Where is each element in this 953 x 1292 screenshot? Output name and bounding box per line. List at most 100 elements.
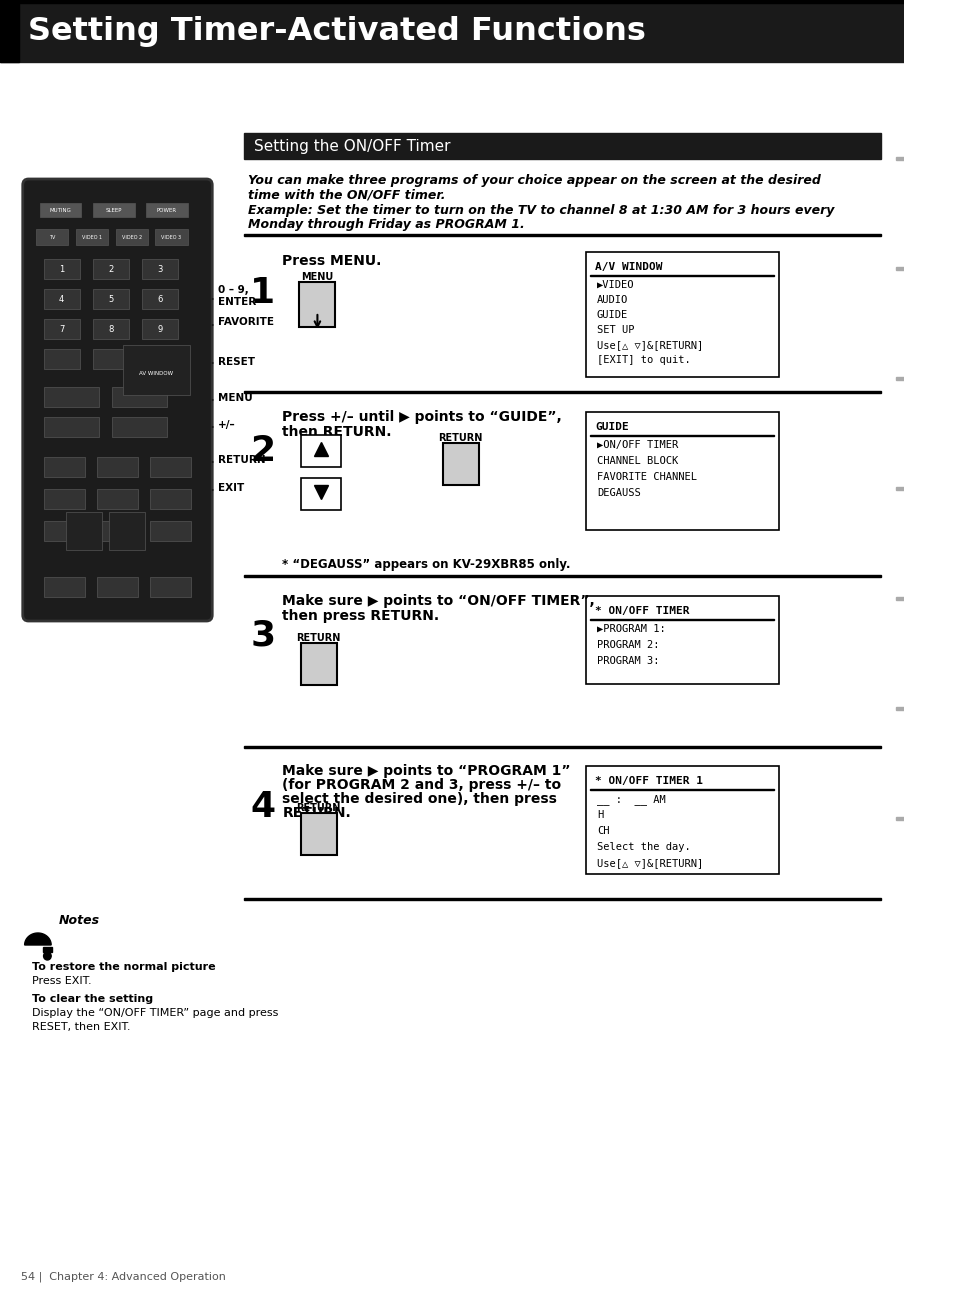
Text: 9: 9 (157, 324, 163, 333)
Text: H: H (597, 810, 602, 820)
Bar (146, 203, 188, 217)
Bar (150, 488, 192, 509)
Text: TV: TV (49, 235, 55, 239)
Bar (244, 133, 881, 159)
Bar (142, 258, 178, 279)
Text: RETURN: RETURN (437, 433, 482, 443)
Text: * “DEGAUSS” appears on KV-29XBR85 only.: * “DEGAUSS” appears on KV-29XBR85 only. (282, 558, 570, 571)
Bar (896, 707, 903, 711)
Text: 3: 3 (250, 618, 275, 652)
Text: You can make three programs of your choice appear on the screen at the desired: You can make three programs of your choi… (248, 174, 821, 187)
Bar (92, 258, 129, 279)
Bar (92, 289, 129, 309)
Bar (150, 521, 192, 541)
Text: 1: 1 (250, 276, 275, 310)
Text: SET UP: SET UP (597, 326, 634, 335)
Text: Monday through Friday as PROGRAM 1.: Monday through Friday as PROGRAM 1. (248, 218, 524, 231)
Bar (44, 388, 98, 407)
Text: Use[△ ▽]&[RETURN]: Use[△ ▽]&[RETURN] (597, 340, 702, 350)
Bar (44, 578, 85, 597)
Bar (43, 947, 52, 952)
Bar (36, 229, 69, 245)
Bar (0, 1267, 903, 1286)
Bar (301, 643, 337, 685)
Bar (896, 377, 903, 380)
Text: RETURN: RETURN (295, 804, 340, 813)
Bar (244, 745, 881, 748)
Text: To restore the normal picture: To restore the normal picture (32, 963, 215, 972)
Bar (443, 443, 479, 484)
Bar (0, 0, 903, 3)
Text: DEGAUSS: DEGAUSS (597, 488, 640, 497)
Text: ▶PROGRAM 1:: ▶PROGRAM 1: (597, 624, 665, 634)
Bar (150, 578, 192, 597)
Text: 54 |  Chapter 4: Advanced Operation: 54 | Chapter 4: Advanced Operation (21, 1273, 226, 1283)
Bar (44, 258, 79, 279)
Bar (896, 817, 903, 820)
Bar (44, 319, 79, 339)
Text: VIDEO 2: VIDEO 2 (122, 235, 142, 239)
Bar (96, 578, 138, 597)
Bar (585, 252, 778, 377)
Text: RETURN: RETURN (295, 633, 340, 643)
Text: Press MENU.: Press MENU. (282, 255, 381, 267)
Text: +/–: +/– (217, 420, 235, 430)
Text: * ON/OFF TIMER 1: * ON/OFF TIMER 1 (595, 776, 702, 786)
Text: 8: 8 (108, 324, 113, 333)
Bar (585, 596, 778, 683)
Text: AV WINDOW: AV WINDOW (139, 371, 173, 376)
Bar (244, 575, 881, 578)
Bar (112, 388, 167, 407)
Text: POWER: POWER (156, 208, 176, 212)
Text: GUIDE: GUIDE (597, 310, 627, 320)
Text: 7: 7 (59, 324, 64, 333)
Text: * ON/OFF TIMER: * ON/OFF TIMER (595, 606, 689, 616)
Text: AUDIO: AUDIO (597, 295, 627, 305)
Text: PROGRAM 3:: PROGRAM 3: (597, 656, 659, 665)
Text: 3: 3 (157, 265, 163, 274)
Text: CHANNEL BLOCK: CHANNEL BLOCK (597, 456, 678, 466)
Bar (44, 488, 85, 509)
Bar (96, 521, 138, 541)
Text: __ :  __ AM: __ : __ AM (597, 795, 665, 805)
Text: 6: 6 (157, 295, 163, 304)
Text: Press EXIT.: Press EXIT. (32, 975, 91, 986)
Bar (44, 289, 79, 309)
Bar (92, 203, 134, 217)
Text: (for PROGRAM 2 and 3, press +/– to: (for PROGRAM 2 and 3, press +/– to (282, 778, 561, 792)
Bar (142, 349, 178, 370)
Text: RESET, then EXIT.: RESET, then EXIT. (32, 1022, 131, 1032)
Text: then press RETURN.: then press RETURN. (282, 609, 439, 623)
Text: Example: Set the timer to turn on the TV to channel 8 at 1:30 AM for 3 hours eve: Example: Set the timer to turn on the TV… (248, 204, 834, 217)
Text: 5: 5 (108, 295, 113, 304)
Text: EXIT: EXIT (217, 483, 244, 494)
Bar (301, 813, 337, 855)
Bar (44, 417, 98, 437)
Text: [EXIT] to quit.: [EXIT] to quit. (597, 355, 690, 366)
Text: 4: 4 (59, 295, 64, 304)
Text: ▶ON/OFF TIMER: ▶ON/OFF TIMER (597, 441, 678, 450)
Bar (67, 512, 102, 550)
Bar (244, 234, 881, 236)
Text: Press +/– until ▶ points to “GUIDE”,: Press +/– until ▶ points to “GUIDE”, (282, 410, 561, 424)
Text: To clear the setting: To clear the setting (32, 994, 153, 1004)
Bar (44, 457, 85, 477)
Text: RESET: RESET (217, 357, 254, 367)
Bar (150, 457, 192, 477)
Bar (155, 229, 188, 245)
Bar (115, 229, 148, 245)
Text: FAVORITE: FAVORITE (217, 317, 274, 327)
Bar (896, 487, 903, 490)
Text: MUTING: MUTING (50, 208, 71, 212)
Bar (96, 457, 138, 477)
Circle shape (44, 952, 51, 960)
Text: 1: 1 (59, 265, 64, 274)
Bar (109, 512, 145, 550)
Bar (123, 345, 190, 395)
Bar (75, 229, 108, 245)
Text: MENU: MENU (301, 273, 334, 282)
Text: Make sure ▶ points to “ON/OFF TIMER”,: Make sure ▶ points to “ON/OFF TIMER”, (282, 594, 595, 609)
Bar (142, 319, 178, 339)
Bar (244, 898, 881, 901)
Text: Use[△ ▽]&[RETURN]: Use[△ ▽]&[RETURN] (597, 858, 702, 868)
